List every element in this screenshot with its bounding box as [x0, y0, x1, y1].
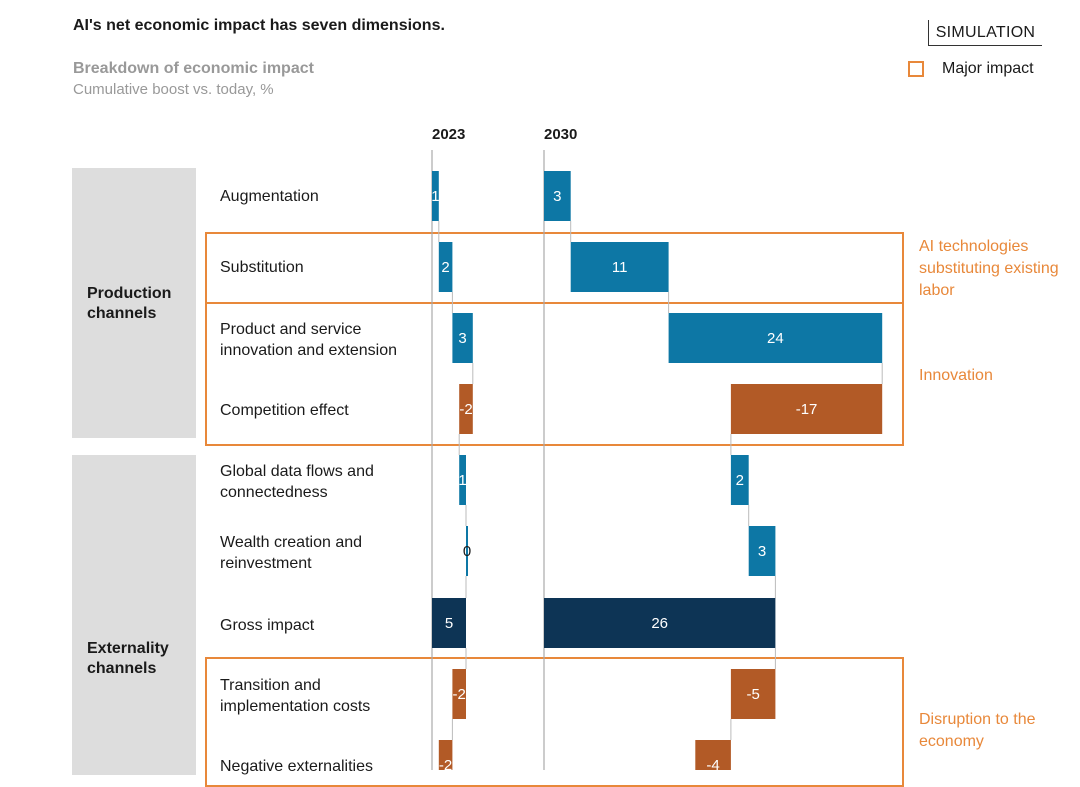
bar-2023-negative-externalities	[438, 740, 453, 770]
value-label-2023-global-data-flows-and-connectedness: 1	[458, 472, 466, 489]
major-impact-box-innovation	[205, 302, 904, 446]
major-impact-swatch	[908, 61, 924, 77]
bar-2030-transition-and-implementation-costs	[730, 669, 776, 719]
annotation-disruption: Disruption to the economy	[919, 711, 1036, 750]
group-label-production: Production channels	[87, 285, 172, 322]
bar-2023-substitution	[438, 242, 453, 292]
bar-2030-global-data-flows-and-connectedness	[730, 455, 749, 505]
row-label-data-flows: Global data flows and connectedness	[220, 463, 374, 501]
chart-title: AI's net economic impact has seven dimen…	[73, 17, 445, 34]
value-label-2030-global-data-flows-and-connectedness: 2	[736, 472, 744, 489]
externality-group-panel	[72, 455, 196, 775]
value-label-2030-wealth-creation-and-reinvestment: 3	[758, 543, 766, 560]
bar-2023-transition-and-implementation-costs	[452, 669, 466, 719]
simulation-tag: SIMULATION	[928, 20, 1042, 46]
bar-2023-wealth-creation-and-reinvestment	[466, 526, 468, 576]
value-label-2023-wealth-creation-and-reinvestment: 0	[463, 543, 471, 560]
bar-2023-product-and-service-innovation-and-extension	[452, 313, 473, 363]
chart-units: Cumulative boost vs. today, %	[73, 81, 274, 98]
value-label-2030-competition-effect: -17	[796, 401, 818, 418]
waterfall-chart: 1 2 3 -2 1 0 5 -2 -2 3 11 24 -17 2 3 26 -5 -4	[431, 150, 883, 770]
row-label-substitution: Substitution	[220, 259, 304, 276]
row-label-innovation: Product and service innovation and exten…	[220, 321, 398, 359]
year-header-2030: 2030	[544, 126, 578, 143]
row-label-gross-impact: Gross impact	[220, 617, 315, 634]
year-header-2023: 2023	[432, 126, 466, 143]
legend: Major impact	[908, 60, 1034, 78]
value-label-2023-competition-effect: -2	[459, 401, 472, 418]
value-label-2030-augmentation: 3	[553, 188, 561, 205]
bar-2030-wealth-creation-and-reinvestment	[748, 526, 776, 576]
value-label-2030-negative-externalities: -4	[706, 757, 719, 770]
annotation-innovation: Innovation	[919, 367, 993, 384]
row-label-wealth: Wealth creation and reinvestment	[220, 534, 363, 572]
bar-2030-gross-impact	[544, 598, 776, 648]
value-label-2030-product-and-service-innovation-and-extension: 24	[767, 330, 784, 347]
value-label-2023-substitution: 2	[441, 259, 449, 276]
value-label-2023-product-and-service-innovation-and-extension: 3	[458, 330, 466, 347]
bar-2023-augmentation	[432, 171, 439, 221]
bar-2030-negative-externalities	[695, 740, 731, 770]
chart-subtitle: Breakdown of economic impact	[73, 60, 314, 77]
row-label-transition: Transition and implementation costs	[220, 677, 371, 715]
legend-label: Major impact	[942, 60, 1034, 77]
value-label-2023-transition-and-implementation-costs: -2	[453, 686, 466, 703]
bar-2023-gross-impact	[432, 598, 466, 648]
row-label-competition: Competition effect	[220, 402, 349, 419]
bar-2030-product-and-service-innovation-and-extension	[668, 313, 883, 363]
value-label-2023-augmentation: 1	[431, 188, 439, 205]
bar-2030-substitution	[570, 242, 669, 292]
value-label-2030-transition-and-implementation-costs: -5	[746, 686, 759, 703]
value-label-2030-gross-impact: 26	[651, 615, 668, 632]
annotation-substitution: AI technologies substituting existing la…	[919, 238, 1059, 299]
row-label-augmentation: Augmentation	[220, 188, 319, 205]
bar-2023-competition-effect	[459, 384, 473, 434]
value-label-2030-substitution: 11	[612, 259, 628, 276]
bar-2023-global-data-flows-and-connectedness	[459, 455, 466, 505]
bar-2030-competition-effect	[730, 384, 883, 434]
group-label-externality: Externality channels	[87, 640, 169, 677]
value-label-2023-gross-impact: 5	[445, 615, 453, 632]
bar-2030-augmentation	[544, 171, 571, 221]
value-label-2023-negative-externalities: -2	[439, 757, 452, 770]
production-group-panel	[72, 168, 196, 438]
